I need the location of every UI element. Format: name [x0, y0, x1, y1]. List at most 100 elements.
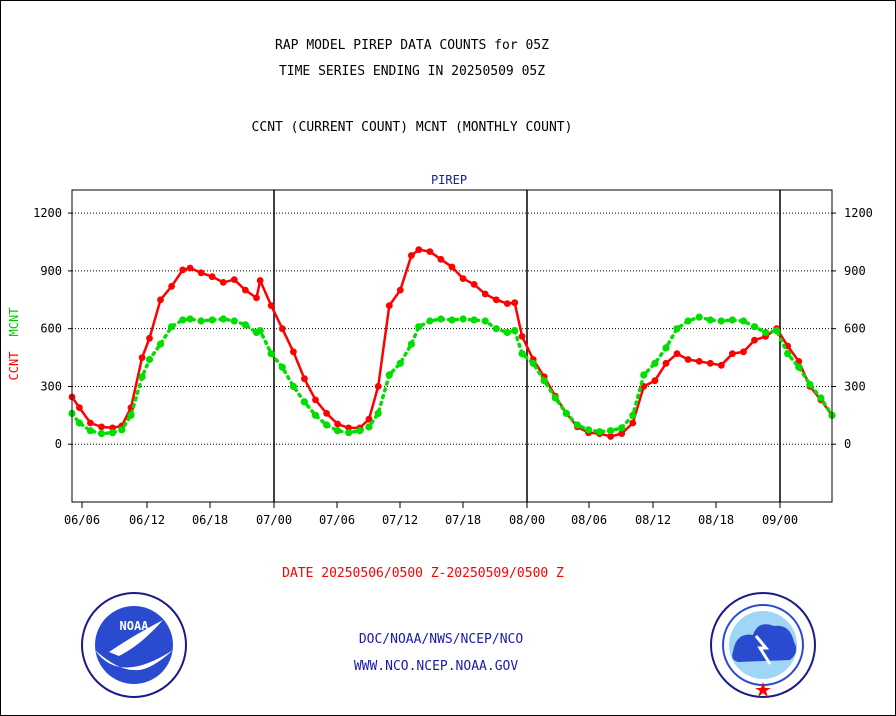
point-mcnt-37: [448, 316, 456, 324]
series-line-ccnt: [70, 248, 834, 438]
point-mcnt-27: [345, 429, 353, 437]
point-mcnt-38: [459, 315, 467, 323]
point-ccnt-56: [651, 377, 659, 385]
chart-title-line2: TIME SERIES ENDING IN 20250509 05Z: [278, 64, 546, 79]
point-mcnt-71: [817, 394, 825, 402]
series-layer: [68, 246, 836, 440]
x-tick-label-4: 07/06: [319, 513, 355, 527]
x-tick-label-5: 07/12: [382, 513, 418, 527]
point-ccnt-10: [168, 282, 176, 290]
point-ccnt-8: [146, 334, 153, 342]
y-tick-left-0: 0: [55, 437, 62, 451]
point-ccnt-58: [673, 350, 681, 358]
date-range-label: DATE 20250506/0500 Z-20250509/0500 Z: [282, 566, 564, 581]
url-link[interactable]: WWW.NCO.NCEP.NOAA.GOV: [353, 659, 519, 674]
point-ccnt-24: [312, 396, 319, 404]
y-axis-label-ccnt: CCNT: [7, 352, 21, 381]
point-ccnt-52: [607, 433, 614, 440]
y-tick-right-600: 600: [844, 322, 866, 336]
point-mcnt-13: [197, 317, 205, 325]
point-ccnt-18: [253, 294, 260, 302]
point-mcnt-12: [186, 315, 194, 323]
point-mcnt-54: [629, 411, 637, 419]
point-ccnt-38: [459, 275, 467, 282]
point-mcnt-9: [156, 340, 165, 348]
x-tick-label-11: 09/00: [762, 513, 798, 527]
point-mcnt-33: [407, 340, 415, 348]
point-ccnt-26: [334, 420, 341, 428]
point-mcnt-49: [573, 421, 582, 429]
point-ccnt-14: [208, 273, 216, 281]
point-mcnt-14: [208, 316, 216, 324]
point-ccnt-33: [408, 252, 415, 259]
noaa-logo-icon: NOAA: [81, 592, 187, 698]
noaa-logo-text: NOAA: [120, 619, 150, 633]
point-ccnt-53: [618, 430, 626, 437]
point-ccnt-35: [426, 248, 434, 256]
point-ccnt-54: [629, 419, 637, 427]
point-ccnt-1: [76, 404, 83, 411]
point-ccnt-2: [87, 419, 94, 427]
point-mcnt-22: [289, 382, 297, 390]
point-mcnt-62: [717, 317, 725, 325]
point-ccnt-23: [301, 375, 308, 383]
x-tick-label-9: 08/12: [635, 513, 671, 527]
point-ccnt-16: [230, 276, 238, 283]
x-tick-label-6: 07/18: [445, 513, 481, 527]
point-mcnt-44: [518, 350, 526, 358]
point-mcnt-65: [750, 323, 759, 331]
point-ccnt-7: [138, 354, 146, 361]
point-ccnt-25: [323, 410, 330, 417]
point-mcnt-3: [97, 430, 106, 438]
series-line-mcnt: [70, 315, 834, 436]
point-mcnt-69: [795, 363, 803, 371]
point-ccnt-42: [503, 300, 511, 307]
point-mcnt-52: [607, 427, 615, 435]
grid-layer: [72, 212, 832, 445]
point-ccnt-9: [157, 296, 164, 304]
point-ccnt-19: [256, 277, 264, 284]
point-mcnt-66: [762, 328, 770, 337]
point-mcnt-39: [470, 316, 478, 324]
chart-subtitle: CCNT (CURRENT COUNT) MCNT (MONTHLY COUNT…: [251, 120, 573, 135]
point-mcnt-60: [695, 313, 703, 321]
point-mcnt-30: [374, 409, 382, 417]
panel-title: PIREP: [431, 173, 467, 187]
point-mcnt-63: [728, 316, 737, 324]
point-ccnt-30: [374, 383, 382, 390]
point-ccnt-61: [706, 359, 714, 367]
point-mcnt-11: [179, 316, 187, 324]
y-tick-left-600: 600: [40, 322, 62, 336]
point-mcnt-6: [127, 411, 135, 419]
x-tick-label-1: 06/12: [129, 513, 165, 527]
point-mcnt-16: [230, 317, 238, 325]
plot-frame: [71, 189, 833, 503]
point-mcnt-17: [241, 321, 249, 329]
point-ccnt-39: [470, 281, 478, 288]
y-tick-right-1200: 1200: [844, 206, 873, 220]
x-tick-label-3: 07/00: [256, 513, 292, 527]
point-mcnt-19: [256, 327, 264, 335]
point-ccnt-20: [267, 302, 275, 309]
nws-logo-icon: [710, 592, 816, 698]
x-tick-label-0: 06/06: [64, 513, 100, 527]
y-tick-left-900: 900: [40, 264, 62, 278]
point-ccnt-57: [662, 359, 670, 367]
point-mcnt-40: [481, 317, 489, 325]
point-mcnt-21: [278, 363, 286, 371]
point-ccnt-11: [179, 266, 187, 274]
point-mcnt-1: [75, 419, 83, 427]
axis-layer: 0 0 300 300 600 600 900 900 1200 1200 06/06 06/12 06…: [33, 189, 873, 527]
point-mcnt-15: [219, 315, 227, 323]
point-mcnt-48: [562, 409, 571, 417]
point-ccnt-59: [684, 356, 692, 363]
point-ccnt-65: [751, 336, 758, 344]
point-mcnt-26: [334, 427, 342, 435]
point-ccnt-43: [511, 299, 519, 307]
point-mcnt-29: [365, 423, 373, 431]
point-ccnt-22: [290, 348, 297, 356]
point-mcnt-36: [437, 315, 445, 323]
point-mcnt-47: [551, 394, 559, 402]
point-ccnt-21: [278, 325, 286, 333]
